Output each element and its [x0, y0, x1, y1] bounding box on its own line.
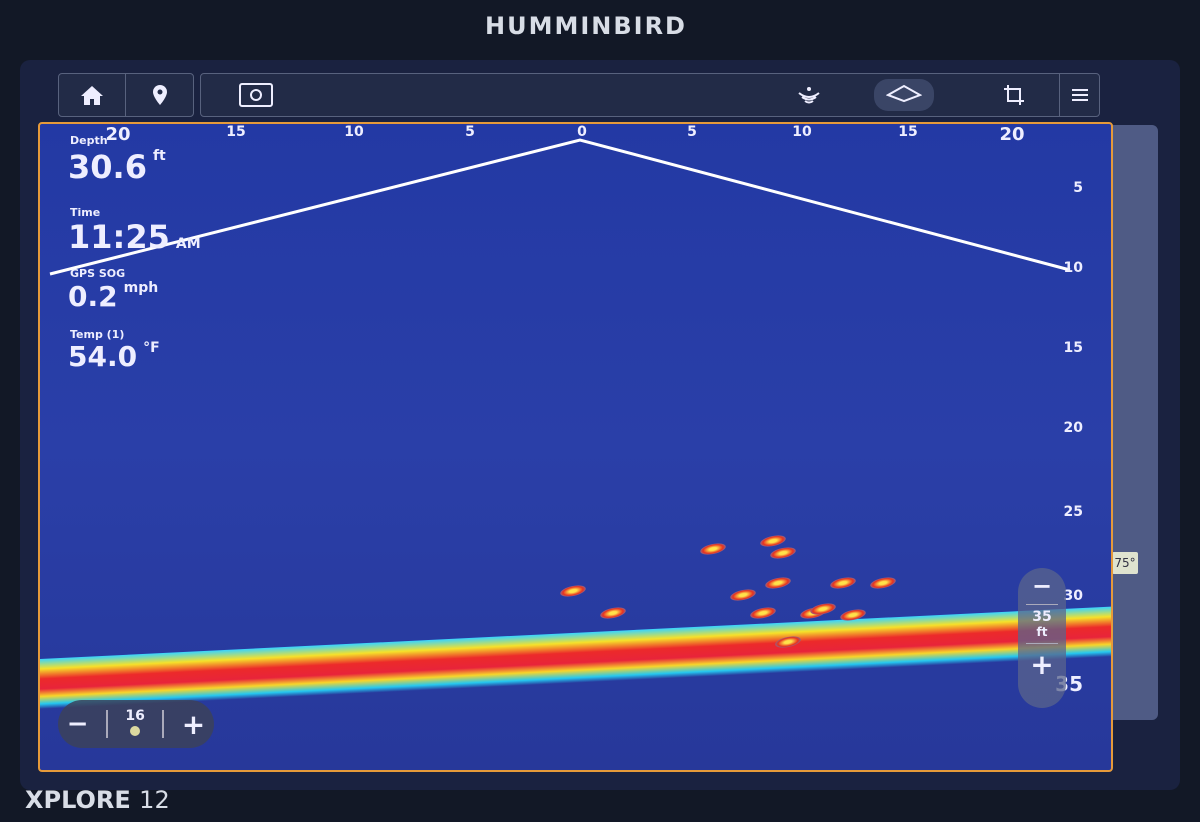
gain-decrease-button[interactable]: − [66, 709, 89, 739]
range-tick: 5 [465, 124, 475, 140]
depth-tick: 25 [1063, 504, 1083, 520]
range-tick: 15 [226, 124, 246, 140]
menu-icon[interactable] [1059, 74, 1099, 116]
temp-label: Temp (1) [70, 328, 125, 341]
sog-label: GPS SOG [70, 267, 126, 280]
range-tick: 20 [999, 124, 1025, 145]
depth-tick: 30 [1063, 588, 1083, 604]
temp-readout: 54.0 °F [68, 340, 160, 373]
range-tick: 20 [105, 124, 131, 145]
gain-increase-button[interactable]: + [181, 707, 206, 741]
depth-zoom-control: − 35 ft + [1018, 568, 1066, 708]
settings-screen-icon[interactable] [201, 74, 311, 116]
gain-value: 16 [125, 708, 145, 740]
depth-tick: 20 [1063, 420, 1083, 436]
range-tick: 5 [687, 124, 697, 140]
sog-readout: 0.2 mph [68, 280, 159, 313]
range-tick: 10 [344, 124, 364, 140]
beam-coverage-lines [49, 138, 1071, 276]
sonar-view[interactable]: 20 15 10 5 0 5 10 15 20 5 10 15 20 25 30 35 Depth 30.6… [38, 122, 1113, 772]
home-icon[interactable] [59, 74, 126, 116]
depth-label: Depth [70, 134, 108, 147]
view-icon[interactable] [839, 74, 969, 116]
depth-readout: 30.6 ft [68, 148, 166, 186]
gain-icon [130, 726, 141, 736]
model-label: XPLORE 12 [25, 786, 170, 814]
gain-control: − 16 + [58, 700, 214, 748]
depth-tick: 10 [1063, 260, 1083, 276]
sonar-icon[interactable] [779, 74, 839, 116]
time-label: Time [70, 206, 101, 219]
depth-range-unit: ft [1036, 625, 1048, 639]
brand-logo: HUMMINBIRD [485, 12, 687, 40]
main-toolbar [200, 73, 1100, 117]
depth-tick: 5 [1073, 180, 1083, 196]
crop-icon[interactable] [969, 74, 1059, 116]
depth-range-value: 35 [1032, 609, 1052, 625]
range-tick: 0 [577, 124, 587, 140]
range-tick: 15 [898, 124, 918, 140]
zoom-out-button[interactable]: − [1031, 572, 1053, 600]
nav-toolbar [58, 73, 194, 117]
depth-tick: 15 [1063, 340, 1083, 356]
time-readout: 11:25 AM [68, 218, 201, 256]
range-tick: 10 [792, 124, 812, 140]
beam-angle-badge[interactable]: 75° [1112, 552, 1138, 574]
waypoint-pin-icon[interactable] [126, 74, 193, 116]
zoom-in-button[interactable]: + [1030, 648, 1054, 681]
